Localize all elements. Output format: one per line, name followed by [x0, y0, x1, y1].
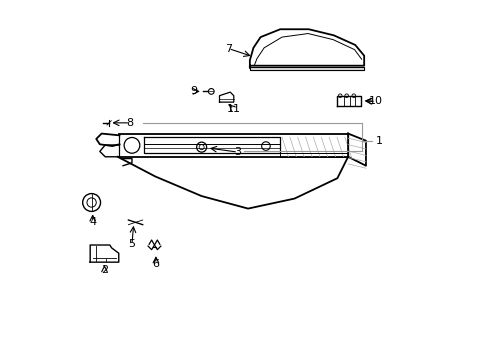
Text: 1: 1 [375, 136, 382, 147]
Polygon shape [118, 157, 347, 208]
Polygon shape [336, 96, 360, 106]
Polygon shape [90, 245, 119, 262]
Polygon shape [347, 134, 365, 166]
Circle shape [208, 89, 214, 94]
Text: 4: 4 [89, 217, 96, 227]
Text: 6: 6 [152, 259, 159, 269]
Text: 8: 8 [126, 118, 134, 128]
Text: 10: 10 [368, 96, 382, 107]
Text: 7: 7 [224, 44, 231, 54]
Text: 9: 9 [190, 86, 197, 96]
Text: 2: 2 [101, 265, 108, 275]
Polygon shape [249, 67, 364, 70]
Text: 11: 11 [226, 104, 240, 114]
Text: 3: 3 [234, 147, 241, 157]
Polygon shape [219, 92, 233, 102]
Polygon shape [119, 134, 347, 157]
Polygon shape [249, 29, 364, 67]
Text: 5: 5 [128, 239, 135, 249]
